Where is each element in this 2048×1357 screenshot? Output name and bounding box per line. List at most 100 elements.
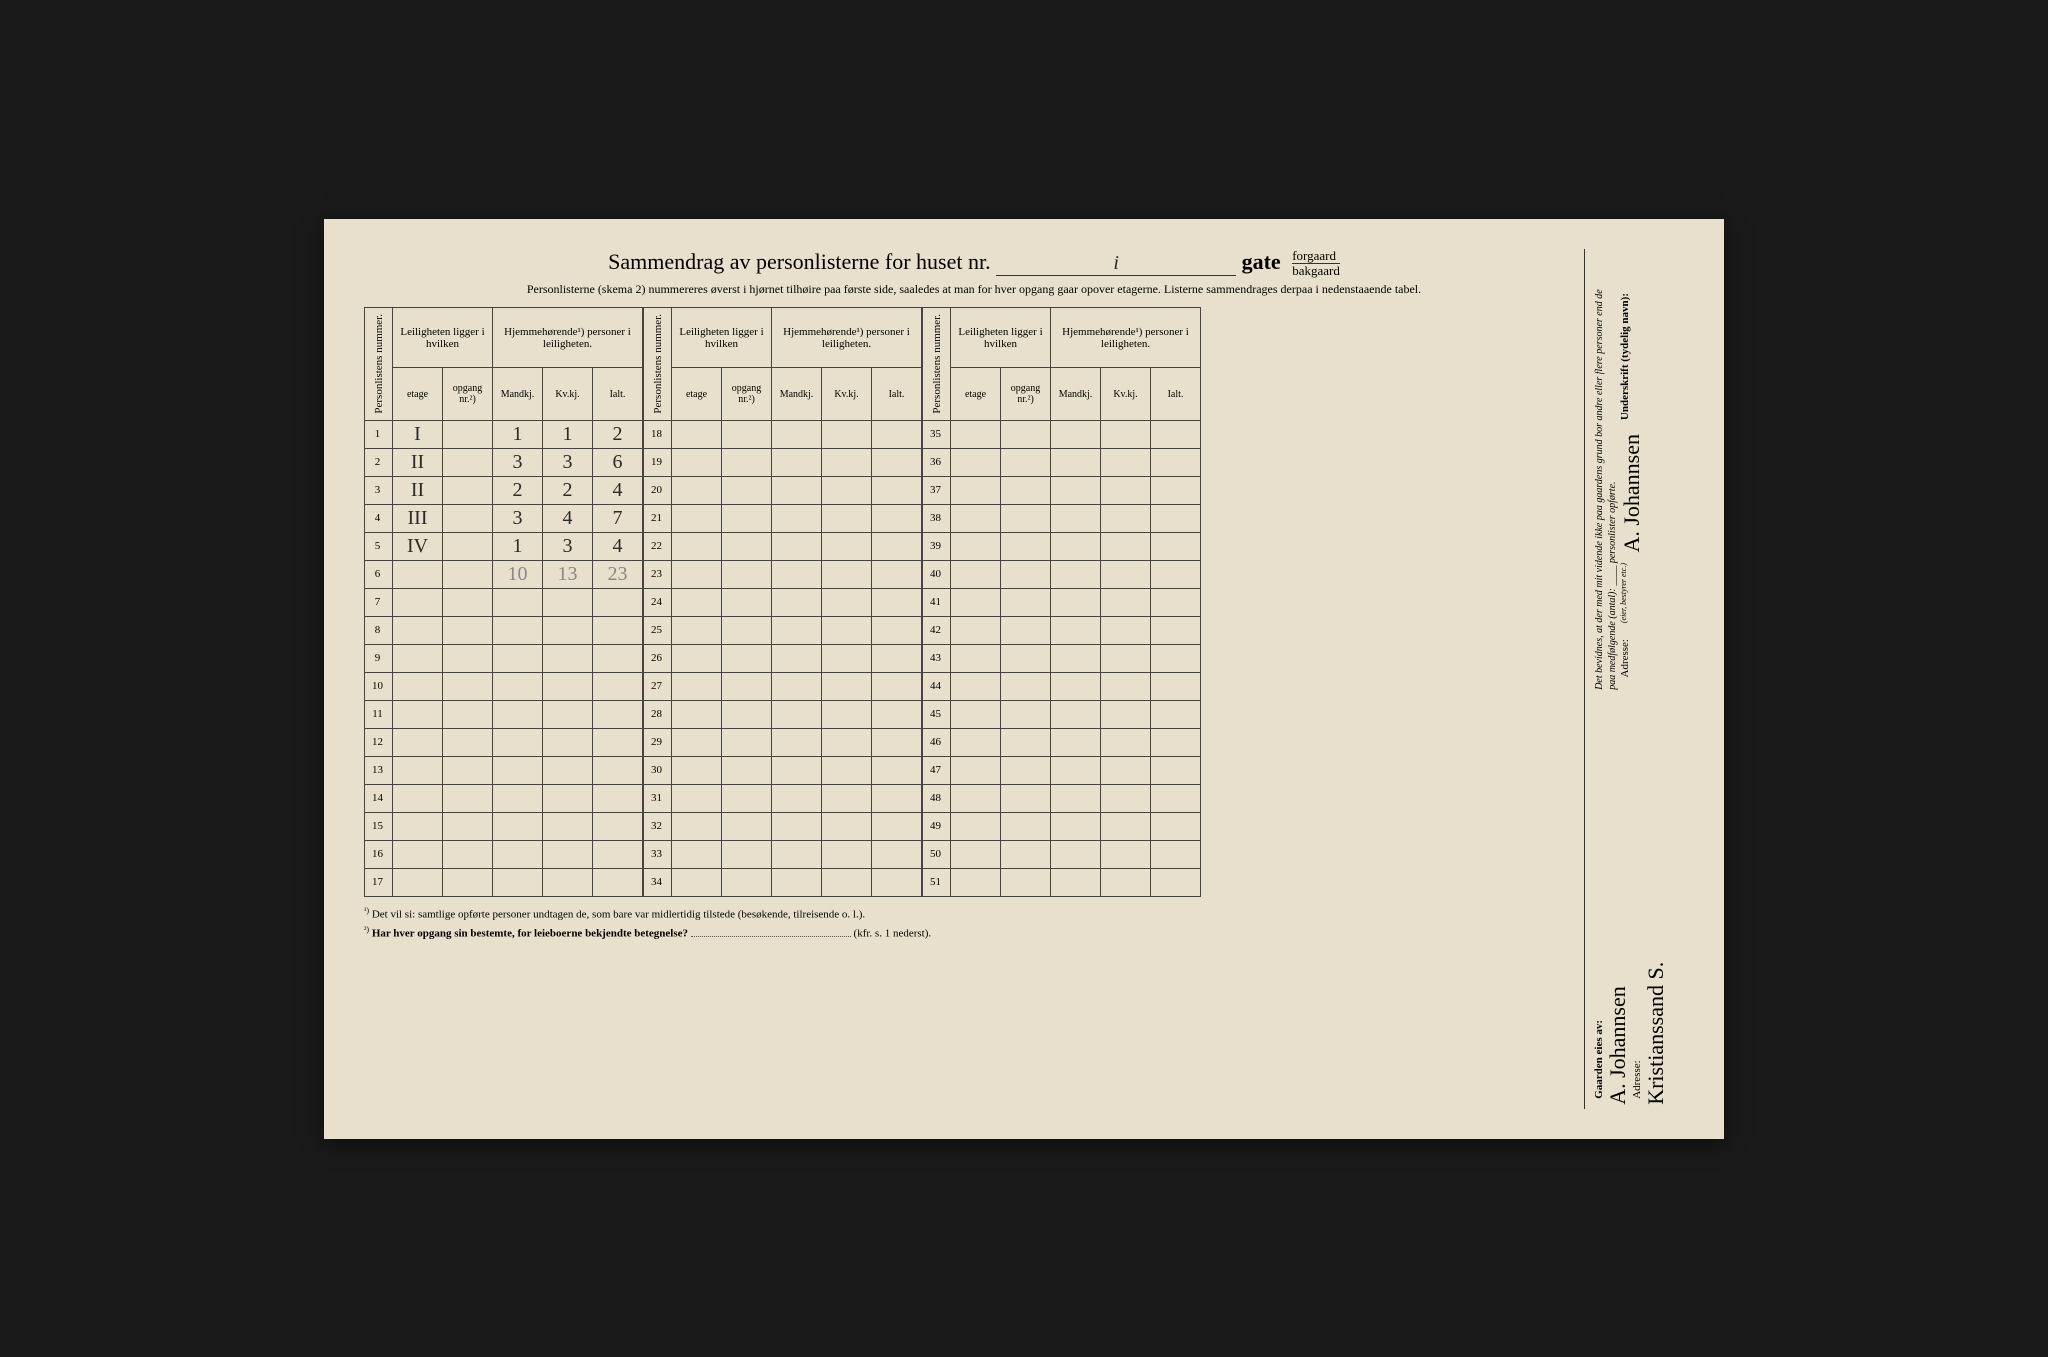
adresse-upper: Adresse: xyxy=(1619,639,1645,678)
table-row: 19 xyxy=(644,448,922,476)
cell-mandkj xyxy=(493,756,543,784)
hdr-etage: etage xyxy=(672,368,722,421)
eier-note: (eier, bestyrer etc.) xyxy=(1619,563,1645,623)
table-row: 17 xyxy=(365,868,643,896)
table-row: 23 xyxy=(644,560,922,588)
cell-kvkj xyxy=(822,840,872,868)
cell-opgang xyxy=(1001,476,1051,504)
cell-etage xyxy=(393,784,443,812)
cell-kvkj xyxy=(1101,448,1151,476)
cell-opgang xyxy=(1001,644,1051,672)
row-number: 26 xyxy=(644,644,672,672)
cell-etage xyxy=(393,588,443,616)
cell-opgang xyxy=(1001,616,1051,644)
cell-etage xyxy=(393,840,443,868)
cell-opgang xyxy=(443,448,493,476)
table-row: 2 II 3 3 6 xyxy=(365,448,643,476)
cell-mandkj xyxy=(1051,868,1101,896)
table-row: 13 xyxy=(365,756,643,784)
cell-kvkj: 3 xyxy=(543,532,593,560)
cell-mandkj xyxy=(1051,756,1101,784)
cell-etage xyxy=(672,504,722,532)
cell-etage xyxy=(951,784,1001,812)
signature-upper: A. Johannsen xyxy=(1619,434,1645,553)
cell-mandkj: 3 xyxy=(493,504,543,532)
cell-ialt xyxy=(593,700,643,728)
table-row: 5 IV 1 3 4 xyxy=(365,532,643,560)
cell-etage xyxy=(393,672,443,700)
hdr-opgang: opgang nr.²) xyxy=(443,368,493,421)
row-number: 38 xyxy=(923,504,951,532)
table-row: 48 xyxy=(923,784,1201,812)
cell-etage xyxy=(672,672,722,700)
cell-kvkj xyxy=(822,532,872,560)
row-number: 4 xyxy=(365,504,393,532)
cell-mandkj: 2 xyxy=(493,476,543,504)
cell-etage xyxy=(393,560,443,588)
row-number: 29 xyxy=(644,728,672,756)
table-row: 28 xyxy=(644,700,922,728)
cell-kvkj xyxy=(1101,476,1151,504)
cell-ialt xyxy=(872,504,922,532)
cell-opgang xyxy=(722,476,772,504)
cell-ialt: 7 xyxy=(593,504,643,532)
table-row: 32 xyxy=(644,812,922,840)
hdr-personlistens: Personlistens nummer. xyxy=(644,308,672,421)
cell-opgang xyxy=(443,504,493,532)
cell-opgang xyxy=(722,420,772,448)
row-number: 34 xyxy=(644,868,672,896)
table-row: 41 xyxy=(923,588,1201,616)
cell-etage xyxy=(951,644,1001,672)
row-number: 24 xyxy=(644,588,672,616)
row-number: 13 xyxy=(365,756,393,784)
cell-mandkj xyxy=(772,616,822,644)
cell-kvkj xyxy=(543,644,593,672)
row-number: 46 xyxy=(923,728,951,756)
cell-opgang xyxy=(443,476,493,504)
row-number: 50 xyxy=(923,840,951,868)
row-number: 3 xyxy=(365,476,393,504)
row-number: 36 xyxy=(923,448,951,476)
table-row: 45 xyxy=(923,700,1201,728)
cell-etage xyxy=(672,420,722,448)
cell-mandkj xyxy=(772,476,822,504)
cell-mandkj xyxy=(1051,532,1101,560)
cell-kvkj xyxy=(1101,784,1151,812)
census-page: Sammendrag av personlisterne for huset n… xyxy=(324,219,1724,1139)
cell-etage xyxy=(393,728,443,756)
cell-mandkj xyxy=(1051,588,1101,616)
row-number: 45 xyxy=(923,700,951,728)
cell-ialt xyxy=(593,588,643,616)
table-row: 38 xyxy=(923,504,1201,532)
table-row: 34 xyxy=(644,868,922,896)
cell-etage xyxy=(672,840,722,868)
cell-mandkj xyxy=(1051,420,1101,448)
cell-kvkj xyxy=(543,672,593,700)
row-number: 19 xyxy=(644,448,672,476)
cell-ialt xyxy=(593,672,643,700)
cell-opgang xyxy=(1001,868,1051,896)
cell-opgang xyxy=(1001,420,1051,448)
cell-mandkj xyxy=(772,812,822,840)
row-number: 17 xyxy=(365,868,393,896)
cell-mandkj: 10 xyxy=(493,560,543,588)
cell-kvkj xyxy=(1101,532,1151,560)
cell-mandkj xyxy=(1051,616,1101,644)
cell-kvkj xyxy=(822,588,872,616)
cell-ialt xyxy=(1151,420,1201,448)
cell-ialt xyxy=(872,616,922,644)
bevidnes-text: Det bevidnes, at der med mit vidende ikk… xyxy=(1593,289,1619,690)
cell-kvkj xyxy=(822,700,872,728)
cell-mandkj xyxy=(772,504,822,532)
table-row: 14 xyxy=(365,784,643,812)
cell-mandkj xyxy=(493,784,543,812)
row-number: 31 xyxy=(644,784,672,812)
hdr-kvkj: Kv.kj. xyxy=(1101,368,1151,421)
cell-ialt xyxy=(1151,588,1201,616)
cell-opgang xyxy=(722,644,772,672)
cell-mandkj xyxy=(1051,672,1101,700)
table-row: 7 xyxy=(365,588,643,616)
cell-opgang xyxy=(722,560,772,588)
hdr-kvkj: Kv.kj. xyxy=(543,368,593,421)
cell-kvkj xyxy=(822,868,872,896)
